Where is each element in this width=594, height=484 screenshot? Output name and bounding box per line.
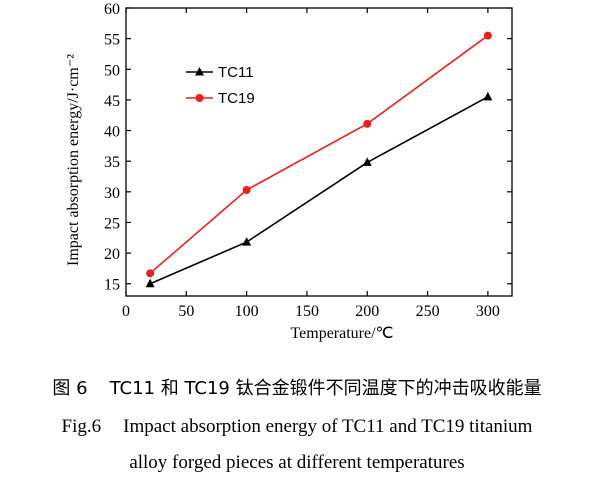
- y-tick-label: 55: [104, 32, 120, 49]
- legend: TC11 TC19: [186, 64, 255, 107]
- caption-chinese: 图 6 TC11 和 TC19 钛合金锻件不同温度下的冲击吸收能量: [0, 374, 594, 400]
- y-tick-label: 45: [104, 93, 120, 110]
- y-axis-label: Impact absorption energy/J·cm⁻²: [65, 54, 82, 266]
- y-tick-label: 50: [104, 62, 120, 79]
- data-point-tc19: [363, 119, 372, 128]
- line-chart: 0 50 100 150 200 250 300 15 20 25 30 35 40 45 50 55 60 T…: [65, 1, 513, 342]
- y-tick-label: 35: [104, 154, 120, 171]
- caption-english-number: Fig.6: [61, 416, 102, 437]
- data-point-tc11: [145, 278, 155, 288]
- x-tick-label: 50: [178, 303, 194, 320]
- y-tick-label: 60: [104, 1, 120, 18]
- caption-english-text-1: Impact absorption energy of TC11 and TC1…: [123, 416, 533, 437]
- plot-frame: [125, 7, 513, 297]
- series-line-tc11: [149, 96, 489, 285]
- y-tick-label: 30: [104, 185, 120, 202]
- caption-english-line-2: alloy forged pieces at different tempera…: [0, 452, 594, 474]
- legend-marker-tc19: [195, 94, 204, 102]
- x-tick-label: 250: [416, 303, 440, 320]
- data-point-tc19: [242, 185, 251, 194]
- data-point-tc11: [483, 91, 493, 101]
- x-axis-label: Temperature/℃: [290, 325, 393, 342]
- x-tick-label: 150: [295, 303, 319, 320]
- x-tick-label: 0: [122, 303, 130, 320]
- data-point-tc19: [483, 31, 492, 40]
- y-axis-label-text: Impact absorption energy/J·cm⁻²: [65, 54, 82, 266]
- data-point-tc19: [146, 269, 155, 278]
- caption-chinese-text: TC11 和 TC19 钛合金锻件不同温度下的冲击吸收能量: [109, 378, 542, 399]
- series-line-tc19: [149, 34, 489, 274]
- x-tick-label: 200: [355, 303, 379, 320]
- caption-english-text-2: alloy forged pieces at different tempera…: [129, 452, 465, 473]
- x-tick-label: 100: [235, 303, 259, 320]
- y-tick-label: 15: [104, 277, 120, 294]
- series-lines: [145, 31, 493, 288]
- x-tick-label: 300: [476, 303, 500, 320]
- caption-chinese-number: 图 6: [52, 378, 88, 399]
- data-point-tc11: [362, 157, 372, 166]
- caption-english-line-1: Fig.6 Impact absorption energy of TC11 an…: [0, 416, 594, 438]
- y-tick-label: 20: [104, 246, 120, 263]
- legend-label-tc11: TC11: [218, 64, 254, 81]
- data-point-tc11: [242, 237, 252, 246]
- y-tick-label: 40: [104, 124, 120, 141]
- legend-marker-tc11: [195, 67, 204, 76]
- x-axis-label-text: Temperature/℃: [290, 325, 393, 342]
- y-tick-label: 25: [104, 215, 120, 232]
- axis-ticks: 0 50 100 150 200 250 300 15 20 25 30 35 40 45 50 55 60: [104, 1, 512, 320]
- legend-label-tc19: TC19: [218, 90, 255, 107]
